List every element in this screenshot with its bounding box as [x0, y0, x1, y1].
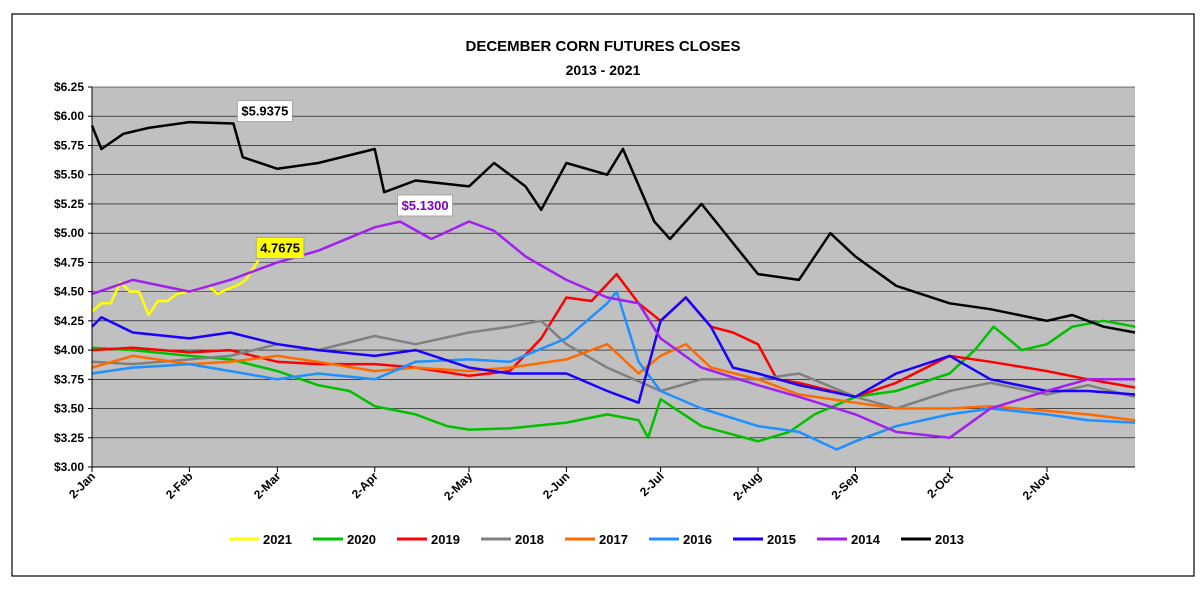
legend-item-2017: 2017: [565, 532, 628, 547]
y-tick-label: $4.00: [54, 343, 84, 357]
y-tick-label: $3.50: [54, 402, 84, 416]
y-tick-label: $4.75: [54, 255, 84, 269]
series-lines: [90, 120, 1136, 451]
legend-item-2019: 2019: [397, 532, 460, 547]
y-tick-label: $3.75: [54, 372, 84, 386]
y-tick-label: $5.50: [54, 168, 84, 182]
series-2013-line: [90, 120, 1136, 334]
y-axis-tick-labels: $3.00 $3.25 $3.50 $3.75 $4.00 $4.25 $4.50 $4.75…: [54, 80, 92, 474]
legend-item-2016: 2016: [649, 532, 712, 547]
series-2020-line: [91, 319, 1136, 443]
annotations: $5.9375 $5.1300 4.7675: [236, 100, 453, 259]
series-2014-line: [91, 220, 1135, 440]
y-tick-label: $4.50: [54, 285, 84, 299]
annotation-label: $5.9375: [236, 100, 293, 122]
y-tick-label: $4.25: [54, 314, 84, 328]
legend-item-2013: 2013: [901, 532, 964, 547]
legend-item-2020: 2020: [313, 532, 376, 547]
series-2018-line: [91, 319, 1136, 410]
y-tick-label: $6.00: [54, 109, 84, 123]
annotation-label: $5.1300: [397, 194, 453, 217]
legend-label: 2017: [599, 532, 628, 547]
legend-item-2021: 2021: [229, 532, 292, 547]
legend-item-2014: 2014: [817, 532, 881, 547]
y-tick-label: $6.25: [54, 80, 84, 94]
svg-text:$5.9375: $5.9375: [241, 104, 288, 119]
y-tick-label: $5.25: [54, 197, 84, 211]
series-2017-line: [91, 342, 1136, 422]
y-tick-label: $5.75: [54, 138, 84, 152]
legend-label: 2016: [683, 532, 712, 547]
legend-label: 2020: [347, 532, 376, 547]
y-tick-label: $3.25: [54, 431, 84, 445]
legend-item-2018: 2018: [481, 532, 544, 547]
chart-title: DECEMBER CORN FUTURES CLOSES: [465, 38, 740, 55]
y-tick-label: $5.00: [54, 226, 84, 240]
series-2016-line: [91, 290, 1136, 451]
legend-label: 2013: [935, 532, 964, 547]
annotation-label: 4.7675: [255, 236, 305, 259]
chart-subtitle: 2013 - 2021: [566, 62, 641, 78]
svg-text:4.7675: 4.7675: [260, 240, 300, 255]
legend-label: 2021: [263, 532, 292, 547]
legend-item-2015: 2015: [733, 532, 796, 547]
y-tick-label: $3.00: [54, 460, 84, 474]
legend-label: 2018: [515, 532, 544, 547]
legend-label: 2015: [767, 532, 796, 547]
svg-text:$5.1300: $5.1300: [402, 198, 449, 213]
legend-label: 2019: [431, 532, 460, 547]
legend: 2021 2020 2019 2018 2017 2016 2015 2014 2013: [229, 532, 964, 547]
legend-label: 2014: [851, 532, 881, 547]
series-2015-line: [91, 296, 1136, 404]
